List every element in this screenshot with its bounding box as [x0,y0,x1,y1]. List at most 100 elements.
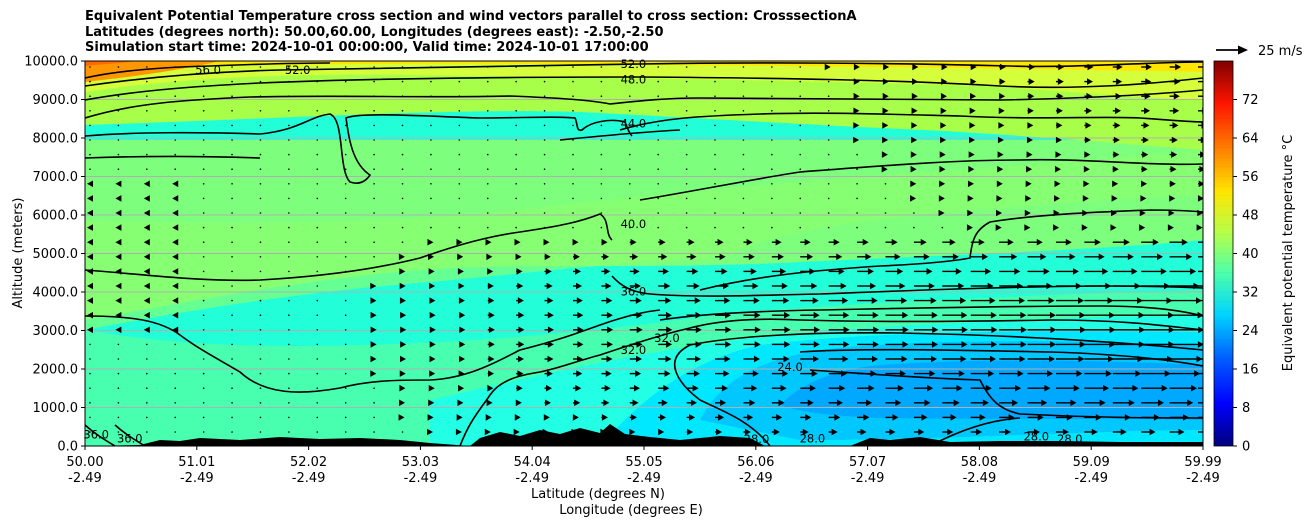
wind-vector [940,136,947,144]
colorbar-tick-label: 8 [1242,401,1250,416]
wind-vector [544,311,554,319]
wind-vector [800,268,816,275]
wind-vector [715,341,732,348]
wind-vector [686,282,700,290]
wind-vector [1169,122,1179,129]
wind-vector [715,311,732,319]
wind-vector [514,414,521,421]
wind-vector [486,212,489,214]
wind-vector [999,414,1015,421]
wind-vector [1140,195,1147,202]
wind-vector [742,139,745,141]
wind-vector [373,197,375,200]
wind-vector [1169,107,1180,115]
wind-vector [401,168,404,170]
wind-vector [344,255,347,258]
wind-vector [1198,180,1203,188]
wind-vector [401,431,404,433]
wind-vector [771,355,790,363]
wind-vector [942,282,965,290]
wind-vector [1055,297,1085,304]
x-tick-label-lon: -2.49 [1074,471,1108,486]
wind-vector [714,197,716,200]
wind-vector [939,151,946,158]
wind-vector [827,183,830,185]
wind-vector [373,110,375,112]
wind-vector [715,384,728,392]
wind-vector [89,124,91,127]
contour-label: 28.0 [800,431,826,445]
wind-vector [800,297,819,304]
wind-vector [828,370,848,377]
wind-vector [288,255,290,258]
wind-vector [714,95,716,97]
wind-vector [1169,238,1188,246]
wind-vector [316,212,319,214]
wind-vector [429,370,436,377]
wind-vector [657,95,660,97]
wind-vector [629,355,642,363]
wind-vector [316,139,319,141]
wind-vector [743,326,761,334]
wind-vector [143,253,150,261]
wind-vector [1027,268,1050,275]
contour-label: 44.0 [621,116,647,130]
wind-vector [115,268,122,275]
wind-vector [1198,241,1203,243]
wind-vector [1141,399,1165,407]
wind-vector [544,355,554,363]
wind-vector [399,384,406,392]
wind-vector [1198,136,1203,144]
wind-vector [117,139,120,141]
wind-vector [89,95,91,97]
wind-vector [629,282,641,290]
wind-vector [970,238,985,246]
wind-vector [857,414,870,421]
wind-vector [629,341,643,348]
wind-vector [996,180,1003,188]
wind-vector [1141,282,1171,290]
wind-vector [1084,341,1116,348]
wind-vector [344,66,347,68]
wind-vector [487,311,495,319]
wind-vector [601,384,611,392]
wind-vector [1055,253,1076,261]
wind-vector [487,341,495,348]
wind-vector [486,153,489,156]
wind-vector [516,341,525,348]
wind-vector [259,168,262,170]
wind-vector [658,384,670,392]
x-tick-label-lon: -2.49 [1186,471,1220,486]
wind-vector [885,428,896,436]
wind-vector [486,399,493,407]
wind-vector [743,428,751,436]
wind-vector [87,238,93,246]
wind-vector [487,268,494,275]
wind-vector [344,168,347,170]
wind-vector [970,384,992,392]
wind-vector [172,238,179,246]
wind-vector [458,370,465,377]
wind-vector [174,358,177,360]
wind-vector [543,110,546,112]
wind-vector [259,255,262,258]
wind-vector [430,197,432,200]
wind-vector [940,92,947,100]
wind-vector [799,197,802,200]
contour-label: 28.0 [1057,432,1083,446]
wind-vector [1084,399,1106,407]
wind-vector [1169,428,1185,436]
wind-vector [202,358,205,360]
wind-vector [459,341,466,348]
wind-vector [743,253,755,261]
wind-vector [344,387,347,390]
wind-vector [427,238,434,246]
wind-vector [516,311,525,319]
wind-vector [686,384,699,392]
wind-vector [288,270,290,273]
wind-vector [600,226,603,229]
wind-vector [913,326,939,334]
wind-vector [1112,428,1127,436]
wind-vector [115,326,122,334]
wind-vector [143,282,150,290]
